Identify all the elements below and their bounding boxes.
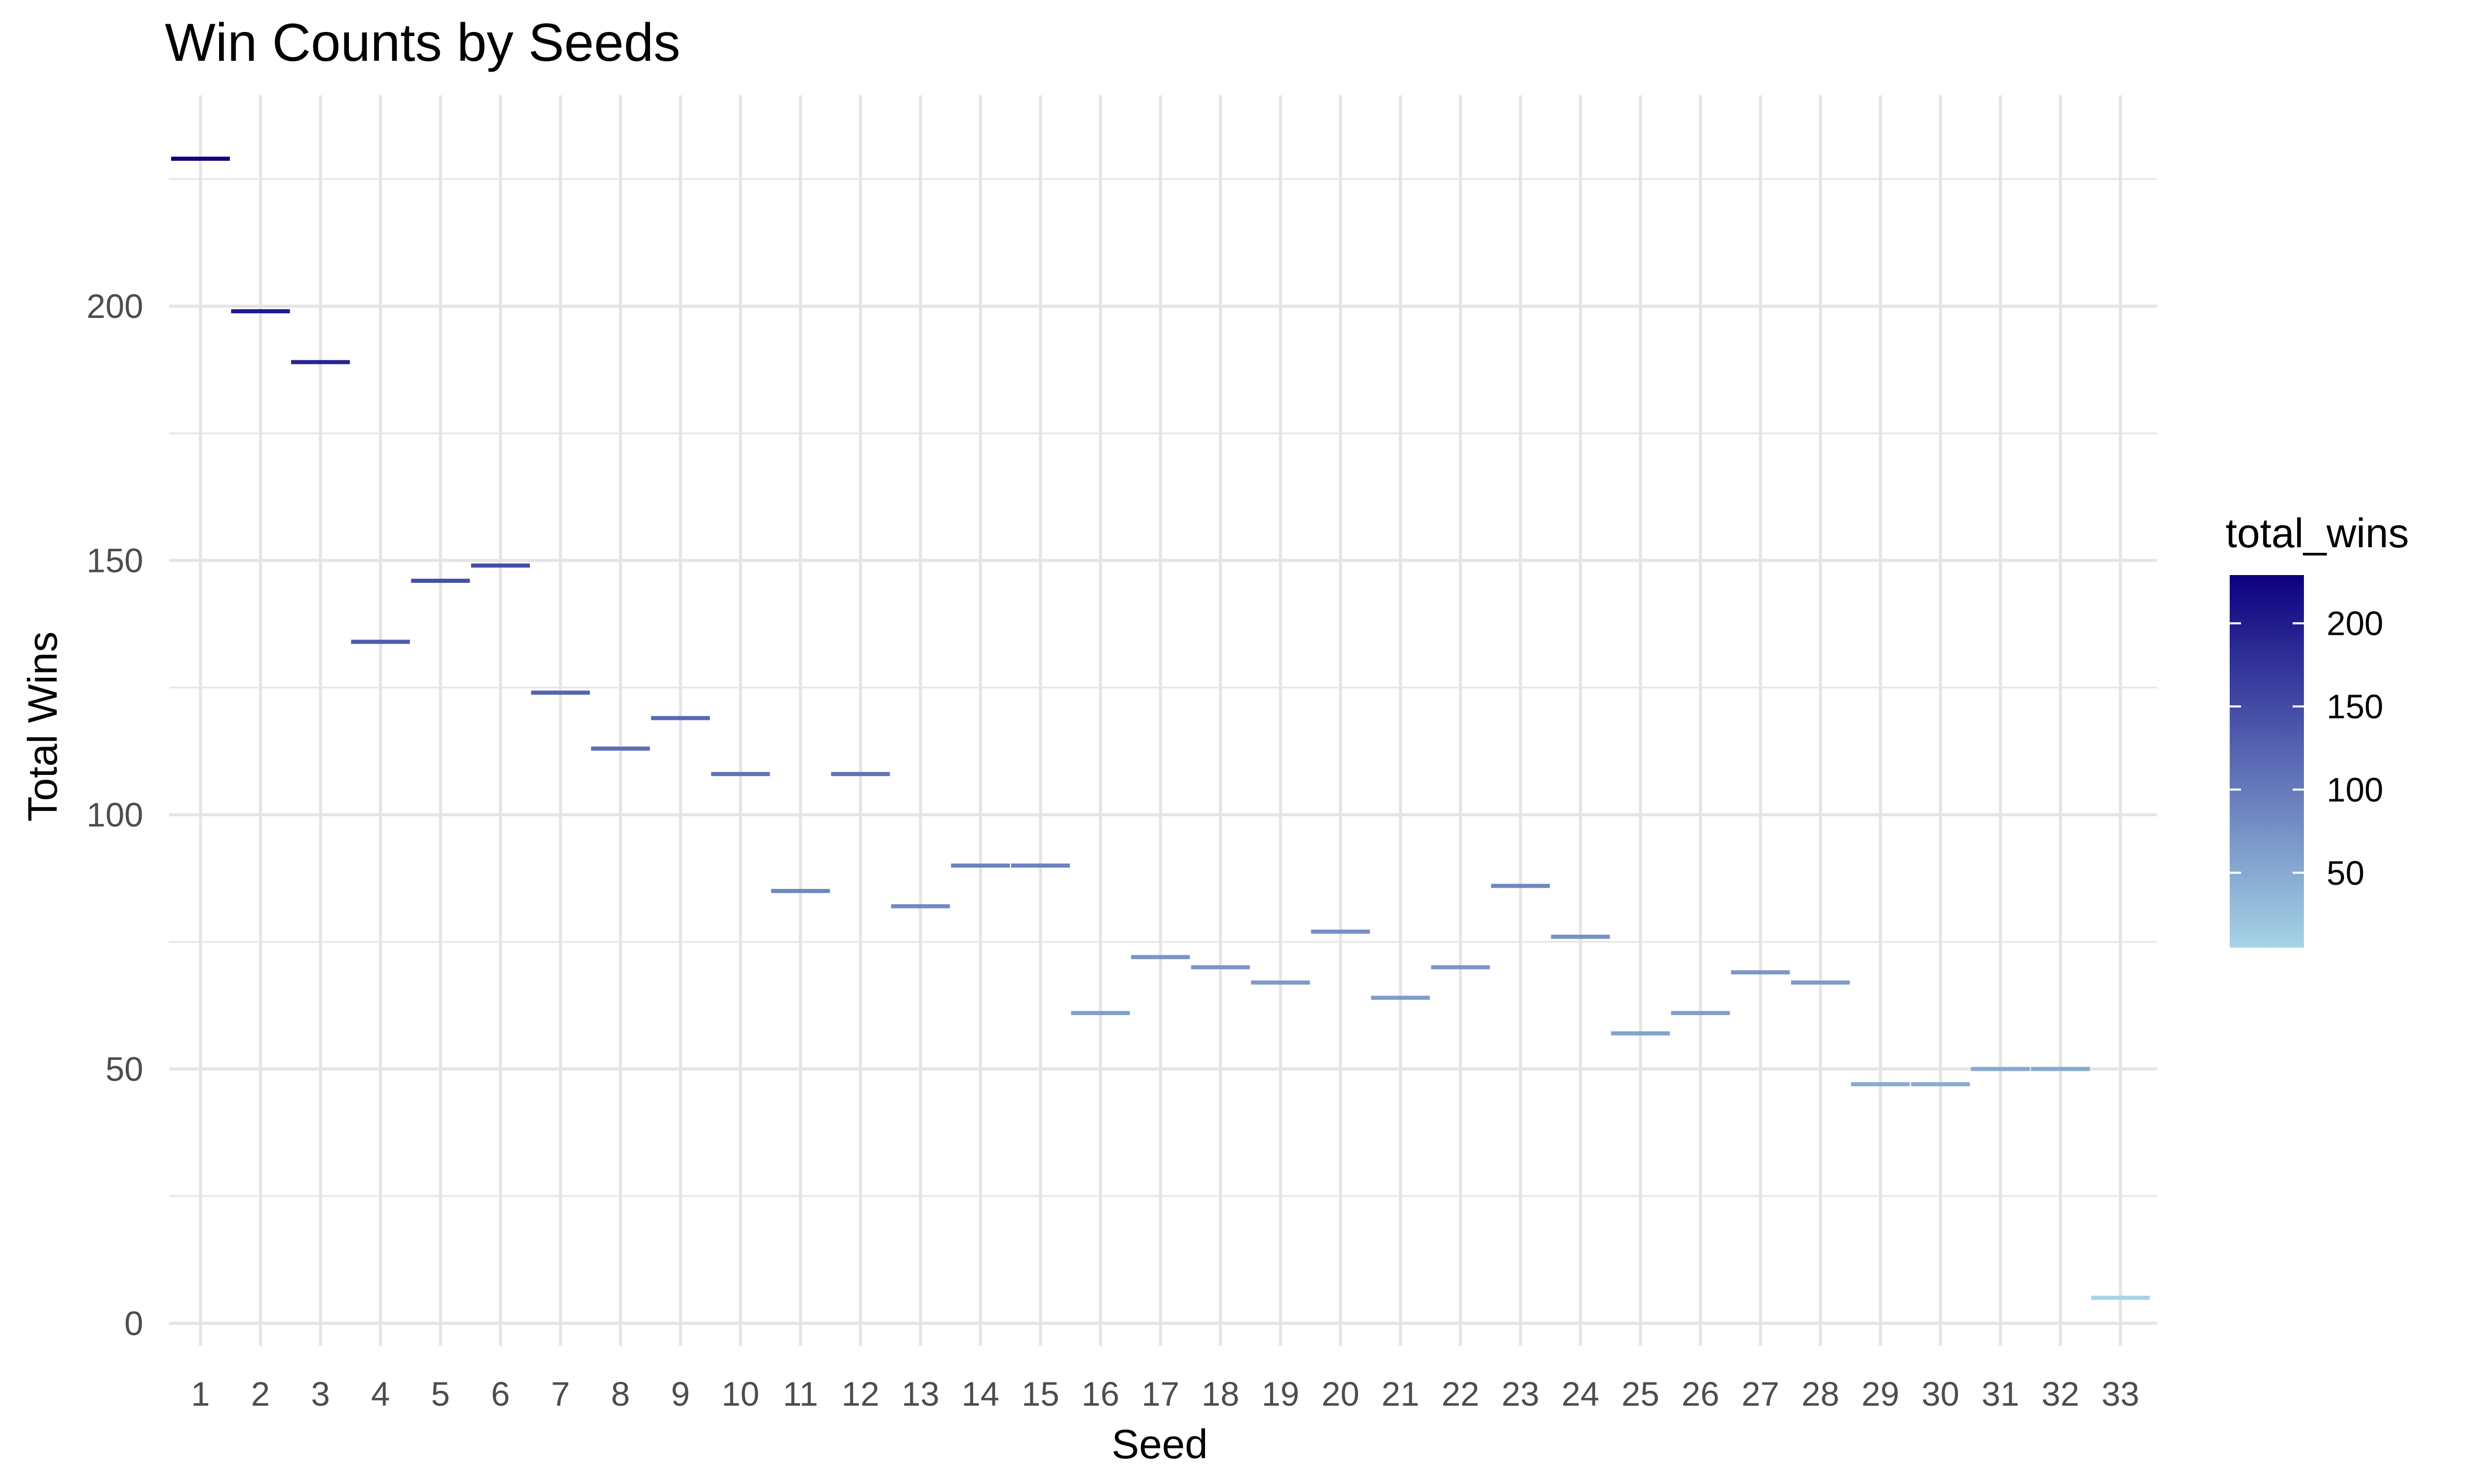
win-mark	[171, 157, 230, 161]
win-mark	[471, 563, 530, 568]
x-tick-label: 27	[1742, 1375, 1779, 1413]
y-tick-label: 200	[87, 287, 143, 325]
win-mark	[1851, 1082, 1910, 1087]
legend-tick-label: 50	[2327, 854, 2364, 892]
x-tick-label: 30	[1921, 1375, 1959, 1413]
win-mark	[951, 863, 1010, 868]
x-axis-title: Seed	[1112, 1421, 1208, 1467]
legend-tick-label: 100	[2327, 770, 2383, 808]
minor-gridlines	[169, 178, 2157, 1197]
legend-title: total_wins	[2226, 510, 2409, 556]
x-tick-label: 19	[1262, 1375, 1299, 1413]
win-mark	[1371, 996, 1430, 1000]
x-tick-label: 31	[1981, 1375, 2019, 1413]
x-tick-label: 10	[722, 1375, 759, 1413]
x-axis-tick-labels: 1 2 3 4 5 6 7 8 9 10 11 12 13 14 15 16 17 18 19 20 21 22 23 24 2…	[191, 1375, 2139, 1413]
y-tick-label: 0	[124, 1304, 143, 1342]
win-mark	[1491, 884, 1550, 888]
win-mark	[411, 579, 470, 583]
x-tick-label: 20	[1322, 1375, 1359, 1413]
x-tick-label: 32	[2042, 1375, 2079, 1413]
x-tick-label: 22	[1442, 1375, 1479, 1413]
win-mark	[1011, 863, 1070, 868]
win-mark	[591, 746, 650, 751]
chart-title: Win Counts by Seeds	[165, 13, 680, 73]
x-tick-label: 2	[251, 1375, 270, 1413]
x-tick-label: 21	[1381, 1375, 1419, 1413]
win-mark	[351, 639, 410, 644]
x-tick-label: 18	[1201, 1375, 1239, 1413]
win-mark	[1971, 1067, 2030, 1071]
x-tick-label: 11	[783, 1375, 818, 1413]
win-mark	[1911, 1082, 1970, 1087]
legend-colorbar	[2230, 575, 2304, 948]
win-mark	[831, 772, 890, 777]
win-mark	[231, 309, 290, 314]
y-tick-label: 100	[87, 796, 143, 834]
win-mark	[2091, 1295, 2150, 1300]
color-legend: total_wins 50 100 150 200	[2226, 510, 2409, 948]
x-tick-label: 5	[431, 1375, 450, 1413]
x-tick-label: 15	[1022, 1375, 1059, 1413]
x-tick-label: 23	[1501, 1375, 1539, 1413]
y-axis-title: Total Wins	[20, 632, 65, 822]
x-tick-label: 25	[1622, 1375, 1659, 1413]
win-mark	[1671, 1010, 1730, 1015]
win-mark	[891, 904, 950, 908]
x-tick-label: 14	[962, 1375, 999, 1413]
major-gridlines	[169, 95, 2157, 1346]
win-mark	[1791, 980, 1850, 985]
x-tick-label: 6	[491, 1375, 510, 1413]
x-tick-label: 13	[901, 1375, 939, 1413]
win-mark	[711, 772, 770, 777]
x-tick-label: 7	[551, 1375, 570, 1413]
win-mark	[1731, 970, 1790, 975]
x-tick-label: 4	[371, 1375, 390, 1413]
x-tick-label: 9	[671, 1375, 690, 1413]
x-tick-label: 29	[1862, 1375, 1899, 1413]
x-tick-label: 16	[1081, 1375, 1119, 1413]
legend-tick-label: 150	[2327, 687, 2383, 726]
win-mark	[531, 690, 590, 695]
win-mark	[2031, 1067, 2090, 1071]
x-tick-label: 3	[311, 1375, 330, 1413]
win-mark	[1311, 930, 1370, 934]
legend-ticks: 50 100 150 200	[2230, 604, 2383, 892]
win-mark	[291, 360, 350, 364]
x-tick-label: 33	[2101, 1375, 2139, 1413]
x-tick-label: 1	[191, 1375, 210, 1413]
x-tick-label: 28	[1801, 1375, 1839, 1413]
win-mark	[1191, 965, 1250, 970]
legend-tick-label: 200	[2327, 604, 2383, 643]
x-tick-label: 24	[1562, 1375, 1599, 1413]
win-mark	[1131, 955, 1190, 959]
x-tick-label: 12	[842, 1375, 879, 1413]
y-axis-tick-labels: 0 50 100 150 200	[87, 287, 143, 1342]
win-mark	[1431, 965, 1490, 970]
win-mark	[1551, 934, 1610, 939]
win-mark	[771, 889, 830, 893]
y-tick-label: 150	[87, 542, 143, 580]
y-tick-label: 50	[106, 1050, 143, 1088]
data-marks	[171, 157, 2150, 1300]
win-mark	[651, 716, 710, 720]
x-tick-label: 26	[1681, 1375, 1719, 1413]
win-mark	[1611, 1031, 1670, 1036]
x-tick-label: 17	[1142, 1375, 1179, 1413]
win-mark	[1251, 980, 1310, 985]
x-tick-label: 8	[611, 1375, 630, 1413]
win-mark	[1071, 1010, 1130, 1015]
